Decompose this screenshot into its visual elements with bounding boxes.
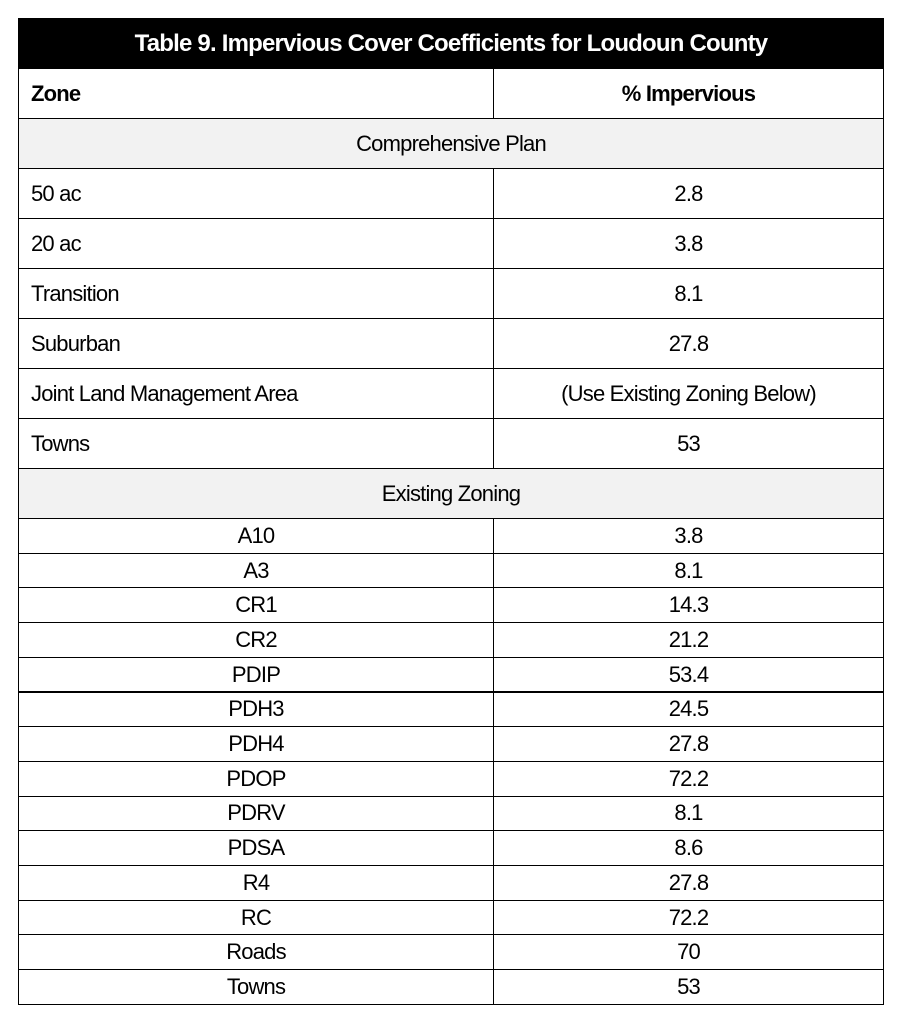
- header-cell: Zone: [18, 68, 494, 119]
- value-cell: 24.5: [493, 691, 884, 728]
- zone-cell: CR2: [18, 622, 494, 658]
- value-cell: 3.8: [493, 218, 884, 269]
- value-cell: 72.2: [493, 899, 884, 936]
- zone-cell: CR1: [18, 587, 494, 624]
- header-cell: % Impervious: [493, 68, 884, 119]
- value-cell: 8.1: [493, 552, 884, 589]
- value-cell: 21.2: [493, 622, 884, 658]
- zone-cell: PDRV: [18, 795, 494, 832]
- value-cell: 2.8: [493, 168, 884, 219]
- zone-cell: Towns: [18, 418, 494, 469]
- zone-cell: 50 ac: [18, 168, 494, 219]
- zone-cell: PDSA: [18, 830, 494, 866]
- value-cell: 8.6: [493, 830, 884, 866]
- value-cell: 72.2: [493, 760, 884, 797]
- zone-cell: Joint Land Management Area: [18, 368, 494, 419]
- zone-cell: Towns: [18, 969, 494, 1005]
- value-cell: 14.3: [493, 587, 884, 624]
- section-title: Existing Zoning: [18, 468, 884, 519]
- value-cell: 27.8: [493, 726, 884, 762]
- zone-cell: Transition: [18, 268, 494, 319]
- value-cell: 3.8: [493, 518, 884, 554]
- value-cell: 53.4: [493, 656, 884, 693]
- zone-cell: PDIP: [18, 656, 494, 693]
- value-cell: 53: [493, 969, 884, 1005]
- zone-cell: Suburban: [18, 318, 494, 369]
- value-cell: 27.8: [493, 318, 884, 369]
- zone-cell: 20 ac: [18, 218, 494, 269]
- zone-cell: A3: [18, 552, 494, 589]
- zone-cell: PDOP: [18, 760, 494, 797]
- zone-cell: PDH3: [18, 691, 494, 728]
- value-cell: 70: [493, 934, 884, 971]
- value-cell: 8.1: [493, 795, 884, 832]
- value-cell: 27.8: [493, 865, 884, 901]
- value-cell: 53: [493, 418, 884, 469]
- value-cell: 8.1: [493, 268, 884, 319]
- zone-cell: PDH4: [18, 726, 494, 762]
- section-title: Comprehensive Plan: [18, 118, 884, 169]
- zone-cell: R4: [18, 865, 494, 901]
- zone-cell: Roads: [18, 934, 494, 971]
- zone-cell: RC: [18, 899, 494, 936]
- table-title: Table 9. Impervious Cover Coefficients f…: [18, 18, 884, 69]
- zone-cell: A10: [18, 518, 494, 554]
- value-cell: (Use Existing Zoning Below): [493, 368, 884, 419]
